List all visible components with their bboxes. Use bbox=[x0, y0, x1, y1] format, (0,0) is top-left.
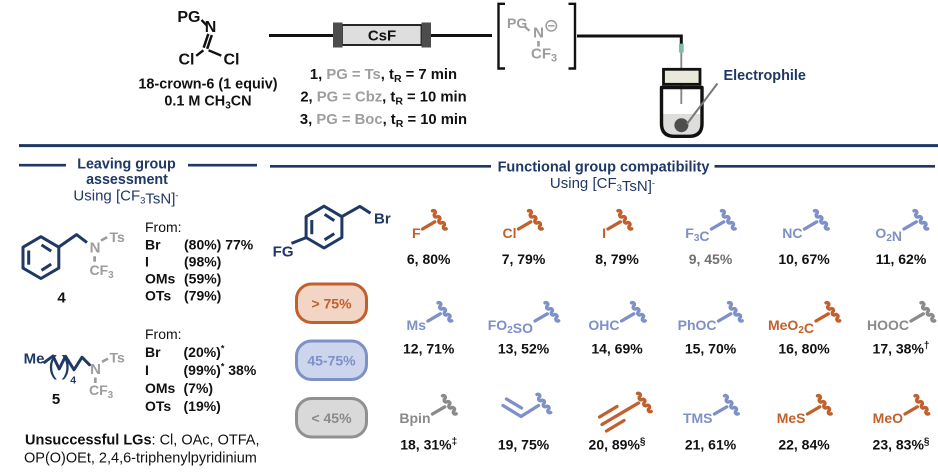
svg-text:OTs: OTs bbox=[145, 398, 171, 414]
svg-text:22, 84%: 22, 84% bbox=[778, 437, 830, 453]
svg-text:HOOC: HOOC bbox=[867, 317, 909, 333]
svg-text:14, 69%: 14, 69% bbox=[591, 341, 643, 357]
svg-text:3, PG = Boc, tR = 10 min: 3, PG = Boc, tR = 10 min bbox=[300, 112, 467, 130]
svg-text:4: 4 bbox=[57, 290, 66, 307]
svg-text:8, 79%: 8, 79% bbox=[595, 251, 639, 267]
svg-text:Using [CF3TsN]-: Using [CF3TsN]- bbox=[550, 175, 655, 195]
svg-text:Cl: Cl bbox=[179, 52, 195, 69]
svg-text:15, 70%: 15, 70% bbox=[685, 341, 737, 357]
svg-text:(7%): (7%) bbox=[184, 380, 214, 396]
svg-text:7, 79%: 7, 79% bbox=[502, 251, 546, 267]
svg-text:F3C: F3C bbox=[685, 225, 709, 244]
svg-text:1, PG = Ts, tR = 7 min: 1, PG = Ts, tR = 7 min bbox=[310, 67, 457, 85]
svg-text:10, 67%: 10, 67% bbox=[778, 251, 830, 267]
svg-text:From:: From: bbox=[145, 326, 182, 342]
svg-text:TMS: TMS bbox=[683, 410, 713, 426]
svg-text:OTs: OTs bbox=[145, 288, 171, 304]
svg-text:I: I bbox=[145, 254, 149, 270]
svg-text:PG: PG bbox=[177, 9, 200, 26]
svg-text:FO2SO: FO2SO bbox=[488, 317, 533, 336]
svg-text:(98%): (98%) bbox=[184, 254, 221, 270]
svg-text:Functional group compatibility: Functional group compatibility bbox=[498, 160, 710, 176]
svg-text:0.1 M CH3CN: 0.1 M CH3CN bbox=[164, 94, 251, 112]
svg-text:OP(O)OEt, 2,4,6-triphenylpyrid: OP(O)OEt, 2,4,6-triphenylpyridinium bbox=[24, 451, 257, 467]
svg-text:Electrophile: Electrophile bbox=[724, 68, 806, 84]
svg-text:MeS: MeS bbox=[777, 410, 806, 426]
svg-text:Br: Br bbox=[374, 211, 391, 228]
svg-text:Ts: Ts bbox=[110, 229, 126, 245]
svg-text:MeO2C: MeO2C bbox=[768, 317, 814, 336]
svg-text:17, 38%†: 17, 38%† bbox=[873, 341, 930, 357]
svg-text:CF3: CF3 bbox=[90, 262, 115, 281]
svg-text:5: 5 bbox=[52, 391, 60, 408]
svg-text:< 45%: < 45% bbox=[311, 410, 352, 426]
svg-text:MeO: MeO bbox=[873, 410, 903, 426]
svg-text:(19%): (19%) bbox=[184, 398, 221, 414]
svg-text:OMs: OMs bbox=[145, 380, 176, 396]
svg-text:Br: Br bbox=[145, 237, 161, 253]
svg-text:Ts: Ts bbox=[110, 350, 126, 366]
svg-text:19, 75%: 19, 75% bbox=[498, 437, 550, 453]
svg-text:4: 4 bbox=[70, 375, 76, 387]
svg-text:Me: Me bbox=[24, 351, 45, 368]
svg-text:CF3: CF3 bbox=[89, 382, 114, 401]
svg-text:CsF: CsF bbox=[368, 28, 396, 45]
svg-text:Leaving group: Leaving group bbox=[77, 156, 176, 172]
svg-text:OHC: OHC bbox=[588, 317, 619, 333]
svg-text:12, 71%: 12, 71% bbox=[403, 341, 455, 357]
svg-text:Unsuccessful LGs: Cl, OAc, OTF: Unsuccessful LGs: Cl, OAc, OTFA, bbox=[25, 433, 259, 449]
svg-text:Ms: Ms bbox=[407, 317, 427, 333]
svg-text:FG: FG bbox=[273, 244, 294, 261]
svg-text:Cl: Cl bbox=[503, 225, 517, 241]
svg-text:assessment: assessment bbox=[86, 172, 168, 188]
svg-text:20, 89%§: 20, 89%§ bbox=[589, 437, 646, 453]
svg-text:O2N: O2N bbox=[875, 225, 902, 244]
svg-text:45-75%: 45-75% bbox=[307, 353, 356, 369]
svg-text:From:: From: bbox=[145, 219, 182, 235]
svg-text:13, 52%: 13, 52% bbox=[498, 341, 550, 357]
svg-text:N: N bbox=[90, 361, 101, 378]
svg-text:Using [CF3TsN]-: Using [CF3TsN]- bbox=[73, 188, 178, 208]
svg-text:> 75%: > 75% bbox=[311, 296, 352, 312]
svg-text:18-crown-6 (1 equiv): 18-crown-6 (1 equiv) bbox=[138, 77, 277, 93]
svg-text:N: N bbox=[90, 240, 101, 257]
svg-text:I: I bbox=[145, 362, 149, 378]
svg-text:(79%): (79%) bbox=[184, 288, 221, 304]
svg-text:6, 80%: 6, 80% bbox=[407, 251, 451, 267]
svg-text:PG: PG bbox=[507, 15, 527, 31]
svg-text:Cl: Cl bbox=[224, 52, 240, 69]
svg-text:N: N bbox=[205, 19, 217, 36]
svg-text:CF3: CF3 bbox=[531, 46, 557, 65]
svg-text:9, 45%: 9, 45% bbox=[689, 251, 733, 267]
svg-text:OMs: OMs bbox=[145, 271, 176, 287]
svg-text:(80%) 77%: (80%) 77% bbox=[184, 237, 254, 253]
svg-text:16, 80%: 16, 80% bbox=[778, 341, 830, 357]
svg-text:18, 31%‡: 18, 31%‡ bbox=[400, 437, 457, 453]
svg-text:NC: NC bbox=[782, 225, 802, 241]
svg-text:F: F bbox=[412, 225, 421, 241]
svg-text:23, 83%§: 23, 83%§ bbox=[873, 437, 930, 453]
svg-text:Bpin: Bpin bbox=[399, 410, 430, 426]
svg-text:(59%): (59%) bbox=[184, 271, 221, 287]
svg-text:21, 61%: 21, 61% bbox=[685, 437, 737, 453]
svg-text:Br: Br bbox=[145, 344, 161, 360]
svg-text:(99%)* 38%: (99%)* 38% bbox=[184, 362, 257, 379]
svg-text:2, PG = Cbz, tR = 10 min: 2, PG = Cbz, tR = 10 min bbox=[300, 90, 466, 108]
svg-text:N: N bbox=[533, 25, 544, 42]
svg-text:(20%)*: (20%)* bbox=[184, 344, 225, 361]
svg-text:11, 62%: 11, 62% bbox=[876, 251, 927, 267]
svg-text:I: I bbox=[602, 225, 606, 241]
svg-text:): ) bbox=[62, 350, 71, 380]
svg-text:PhOC: PhOC bbox=[678, 317, 717, 333]
svg-text:(: ( bbox=[48, 350, 57, 380]
